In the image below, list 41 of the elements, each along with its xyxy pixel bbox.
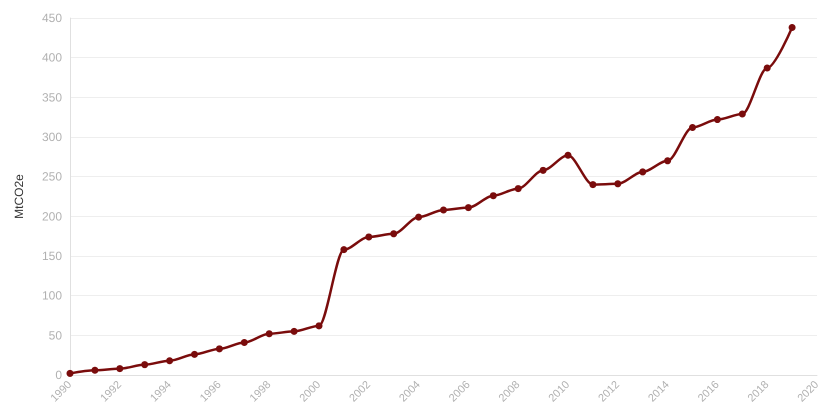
point bbox=[738, 110, 746, 118]
point bbox=[514, 185, 522, 192]
y-tick-label: 0 bbox=[55, 368, 62, 382]
y-tick-label: 350 bbox=[42, 90, 62, 104]
point bbox=[788, 24, 796, 32]
y-tick-label: 450 bbox=[42, 11, 62, 25]
point bbox=[464, 204, 472, 212]
y-axis-title: MtCO2e bbox=[12, 174, 26, 219]
point bbox=[240, 338, 248, 346]
point bbox=[639, 168, 646, 176]
point bbox=[664, 157, 672, 164]
point bbox=[390, 230, 398, 238]
point bbox=[540, 166, 547, 174]
point bbox=[714, 116, 721, 124]
point bbox=[764, 64, 771, 72]
point bbox=[266, 330, 273, 338]
point bbox=[191, 350, 198, 358]
point bbox=[564, 152, 572, 159]
y-tick-label: 400 bbox=[42, 50, 62, 65]
point bbox=[689, 124, 696, 131]
point bbox=[365, 233, 372, 240]
point bbox=[614, 180, 622, 188]
point bbox=[216, 345, 223, 352]
y-tick-label: 300 bbox=[42, 130, 62, 144]
point bbox=[66, 370, 74, 377]
point bbox=[91, 366, 98, 374]
point bbox=[166, 357, 174, 364]
y-tick-label: 100 bbox=[42, 288, 62, 303]
y-tick-label: 150 bbox=[42, 249, 62, 263]
point bbox=[490, 192, 497, 200]
y-tick-label: 250 bbox=[42, 170, 62, 184]
y-tick-label: 50 bbox=[48, 328, 62, 342]
point bbox=[589, 181, 596, 188]
y-tick-label: 200 bbox=[42, 209, 62, 224]
point bbox=[290, 328, 298, 335]
point bbox=[440, 206, 447, 214]
point bbox=[340, 246, 348, 254]
point bbox=[141, 361, 148, 368]
point bbox=[415, 214, 422, 221]
point bbox=[316, 322, 322, 330]
point bbox=[116, 365, 124, 372]
